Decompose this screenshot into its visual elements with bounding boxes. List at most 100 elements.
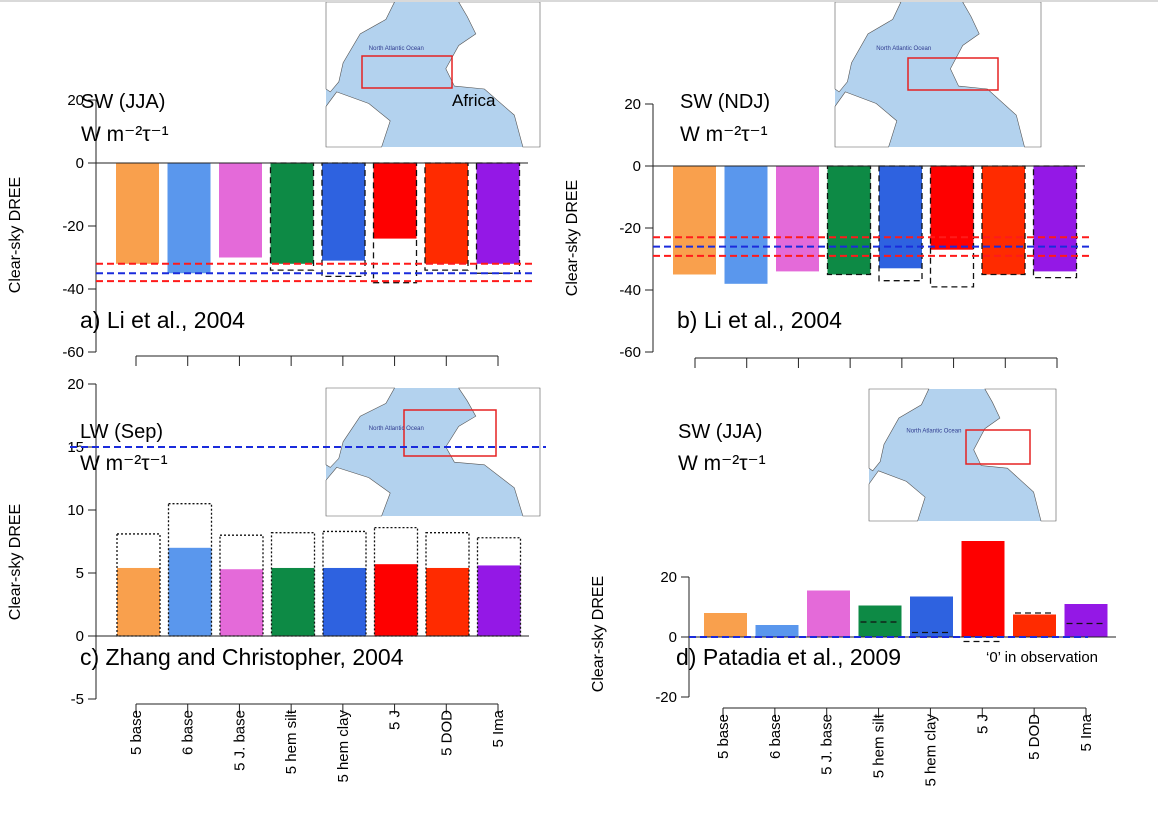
panel-a-ylabel: Clear-sky DREE: [7, 177, 24, 293]
bar-8: [1033, 166, 1077, 272]
y-tick-label: -60: [619, 344, 641, 361]
y-tick-label: 0: [76, 155, 84, 172]
outline-bar-8: [476, 537, 522, 637]
y-tick-label: 10: [67, 502, 84, 519]
inset-map-c: North Atlantic Ocean: [325, 387, 541, 517]
y-tick-label: 0: [669, 629, 677, 646]
study-region-box: [403, 409, 497, 457]
map-land-americas: [325, 1, 395, 93]
inset-map-b: North Atlantic Ocean: [834, 1, 1042, 148]
map-ocean-label: North Atlantic Ocean: [906, 429, 961, 435]
text-layer: SW (JJA) W m⁻²τ⁻¹ a) Li et al., 2004 Cle…: [7, 91, 1098, 692]
category-label-3: 5 J. base: [819, 714, 836, 775]
y-tick-label: 20: [67, 376, 84, 393]
map-land-africa-europe: [973, 388, 1057, 522]
bar-2: [724, 166, 768, 284]
bar-8: [476, 163, 520, 264]
y-tick-label: 20: [660, 569, 677, 586]
panel-c-ylabel: Clear-sky DREE: [7, 504, 24, 620]
panel-b-title: SW (NDJ): [680, 91, 770, 113]
bar-7: [426, 567, 469, 636]
bar-1: [116, 163, 159, 264]
map-land-south-america: [325, 91, 391, 148]
y-tick-label: -40: [62, 281, 84, 298]
y-tick-label: 0: [633, 158, 641, 175]
panel-b-citation: b) Li et al., 2004: [677, 307, 842, 333]
bar-7: [425, 163, 468, 264]
panel-d-title: SW (JJA): [678, 421, 762, 443]
bar-6: [374, 564, 418, 636]
panel-d-citation: d) Patadia et al., 2009: [676, 644, 901, 670]
y-tick-label: 0: [76, 628, 84, 645]
bar-5: [879, 166, 922, 269]
map-ocean-label: North Atlantic Ocean: [876, 46, 931, 52]
category-label-8: 5 Ima: [490, 709, 507, 747]
inset-map-a: North Atlantic Ocean: [325, 1, 541, 148]
category-label-5: 5 hem clay: [922, 714, 939, 787]
y-tick-label: -40: [619, 282, 641, 299]
panel-b-ylabel: Clear-sky DREE: [564, 180, 581, 296]
study-region-box: [907, 57, 999, 91]
panel-b-unit: W m⁻²τ⁻¹: [680, 123, 768, 146]
panel-c-title: LW (Sep): [80, 421, 163, 443]
bar-7: [1013, 614, 1056, 637]
panel-b: 20 0 -20 -40 -60: [619, 96, 1089, 368]
bar-4: [270, 163, 314, 264]
panel-a-unit: W m⁻²τ⁻¹: [81, 123, 169, 146]
bar-2: [755, 625, 799, 637]
bar-4: [271, 567, 315, 636]
inset-map-d: North Atlantic Ocean: [868, 388, 1057, 522]
map-land-americas: [868, 388, 930, 472]
category-label-8: 5 Ima: [1078, 713, 1095, 751]
category-label-5: 5 hem clay: [335, 710, 352, 783]
bar-8: [1064, 604, 1108, 637]
bar-5: [323, 567, 366, 636]
map-land-africa-europe: [445, 387, 541, 517]
category-label-4: 5 hem silt: [871, 713, 888, 778]
panel-d-unit: W m⁻²τ⁻¹: [678, 452, 766, 475]
map-ocean-label: North Atlantic Ocean: [369, 46, 424, 52]
category-label-2: 6 base: [767, 714, 784, 759]
map-land-americas: [325, 387, 396, 468]
category-label-2: 6 base: [180, 710, 197, 755]
map-layer: North Atlantic Ocean North Atlantic Ocean…: [325, 1, 1057, 522]
panel-c-citation: c) Zhang and Christopher, 2004: [80, 644, 404, 670]
panel-c-unit: W m⁻²τ⁻¹: [80, 452, 168, 475]
outline-bar-1: [116, 533, 161, 637]
outline-bar-7: [425, 532, 470, 637]
bar-5: [910, 596, 953, 637]
bar-3: [219, 163, 262, 258]
bar-5: [322, 163, 365, 261]
category-label-6: 5 J: [974, 714, 991, 734]
map-land-americas: [834, 1, 902, 93]
category-label-4: 5 hem silt: [283, 709, 300, 774]
bar-1: [673, 166, 716, 275]
y-tick-label: 5: [76, 565, 84, 582]
map-land-south-america: [325, 467, 391, 517]
bar-1: [704, 613, 747, 637]
top-divider: [0, 0, 1158, 2]
panel-d-note: ‘0’ in observation: [986, 649, 1098, 666]
category-label-3: 5 J. base: [231, 710, 248, 771]
map-land-africa-europe: [950, 1, 1042, 148]
panel-a-map-annotation: Africa: [452, 91, 496, 110]
y-tick-label: 20: [67, 92, 84, 109]
y-tick-label: -20: [62, 218, 84, 235]
bar-4: [827, 166, 871, 275]
y-tick-label: -5: [71, 691, 84, 708]
bar-3: [776, 166, 819, 272]
map-ocean-label: North Atlantic Ocean: [369, 426, 424, 432]
panel-a-citation: a) Li et al., 2004: [80, 307, 245, 333]
y-tick-label: -60: [62, 344, 84, 361]
category-label-1: 5 base: [715, 714, 732, 759]
bar-3: [220, 569, 263, 636]
y-tick-label: -20: [655, 689, 677, 706]
bar-4: [858, 605, 902, 637]
study-region-box: [965, 429, 1031, 465]
bar-6: [373, 163, 417, 239]
y-tick-label: -20: [619, 220, 641, 237]
bar-3: [807, 590, 850, 637]
